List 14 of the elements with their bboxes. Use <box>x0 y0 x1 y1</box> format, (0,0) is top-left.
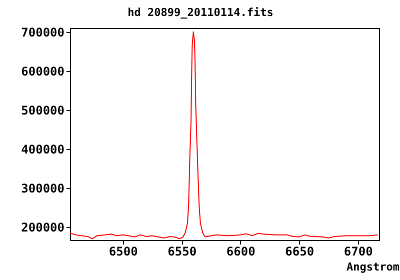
y-tick-label: 500000 <box>21 103 64 118</box>
y-tick-label: 400000 <box>21 142 64 157</box>
x-tick-label: 6550 <box>168 244 197 258</box>
x-tick-label: 6600 <box>226 244 256 258</box>
y-tick-label: 600000 <box>21 64 64 78</box>
y-tick-label: 200000 <box>21 220 64 235</box>
chart-title: hd 20899_20110114.fits <box>128 6 274 19</box>
y-tick-label: 700000 <box>21 25 64 40</box>
x-tick-label: 6650 <box>285 244 314 258</box>
x-tick-label: 6500 <box>108 244 138 258</box>
line-series <box>70 31 378 240</box>
x-tick-label: 6700 <box>344 244 373 258</box>
x-axis-title: Angstrom <box>346 260 400 274</box>
y-tick-label: 300000 <box>21 182 64 196</box>
